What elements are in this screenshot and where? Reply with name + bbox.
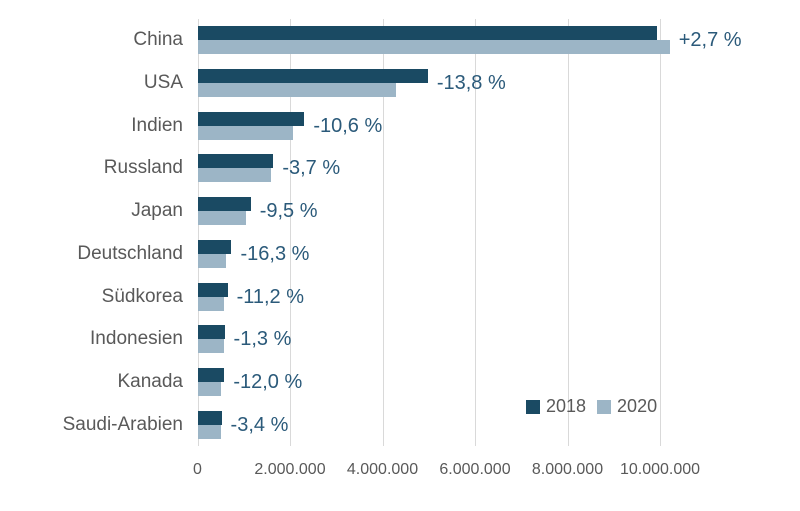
pct-change-label: +2,7 % — [678, 29, 742, 52]
category-label: Russland — [103, 157, 183, 179]
bar-2018 — [197, 282, 228, 297]
category-label: Deutschland — [77, 242, 183, 264]
bar-2020 — [197, 253, 226, 268]
legend-label-2018: 2018 — [546, 396, 587, 416]
bar-2018 — [197, 239, 232, 254]
bar-2018 — [197, 410, 222, 425]
category-label: Indien — [131, 114, 183, 136]
gridline — [567, 19, 569, 446]
legend-swatch-2020 — [597, 399, 612, 414]
x-axis-tick-label: 8.000.000 — [531, 461, 604, 478]
pct-change-label: -10,6 % — [313, 114, 383, 137]
category-label: Japan — [131, 200, 183, 222]
x-axis-tick-label: 6.000.000 — [439, 461, 511, 478]
x-axis-tick-label: 2.000.000 — [254, 461, 326, 478]
bar-2020 — [197, 125, 293, 140]
bar-2020 — [197, 211, 246, 226]
category-label: Kanada — [117, 370, 183, 392]
pct-change-label: -3,4 % — [230, 413, 289, 436]
pct-change-label: -12,0 % — [233, 370, 303, 393]
bar-2020 — [197, 424, 221, 439]
gridline — [197, 19, 199, 446]
gridline — [475, 19, 476, 446]
bar-2020 — [197, 339, 225, 354]
category-label: USA — [143, 72, 183, 94]
gridline — [382, 19, 384, 446]
legend-item-2020: 2020 — [597, 396, 657, 417]
gridline — [660, 19, 661, 446]
pct-change-label: -9,5 % — [259, 200, 318, 223]
bar-2020 — [197, 296, 225, 311]
legend-item-2018: 2018 — [526, 396, 586, 417]
pct-change-label: -11,2 % — [236, 285, 305, 308]
legend: 2018 2020 — [526, 396, 657, 417]
category-label: China — [133, 29, 183, 51]
x-axis-tick-label: 4.000.000 — [346, 461, 419, 478]
bar-2018 — [197, 367, 225, 382]
bar-2020 — [197, 168, 271, 183]
bar-2018 — [197, 26, 658, 41]
x-axis-tick-label: 0 — [193, 461, 202, 478]
gridline — [290, 19, 291, 446]
pct-change-label: -16,3 % — [240, 242, 310, 265]
category-label: Südkorea — [101, 285, 183, 307]
bar-2020 — [197, 381, 222, 396]
bar-2018 — [197, 197, 251, 212]
bar-2020 — [197, 83, 396, 98]
bar-2020 — [197, 40, 670, 55]
legend-label-2020: 2020 — [617, 396, 658, 416]
bar-2018 — [197, 111, 305, 126]
category-label: Saudi-Arabien — [62, 413, 183, 435]
x-axis-tick-label: 10.000.000 — [619, 461, 701, 478]
legend-swatch-2018 — [526, 399, 540, 414]
category-label: Indonesien — [90, 328, 183, 350]
bar-2018 — [197, 325, 225, 340]
pct-change-label: -1,3 % — [233, 328, 292, 351]
bar-2018 — [197, 154, 274, 169]
pct-change-label: -13,8 % — [436, 72, 506, 95]
pct-change-label: -3,7 % — [282, 157, 341, 180]
bar-2018 — [197, 69, 428, 84]
